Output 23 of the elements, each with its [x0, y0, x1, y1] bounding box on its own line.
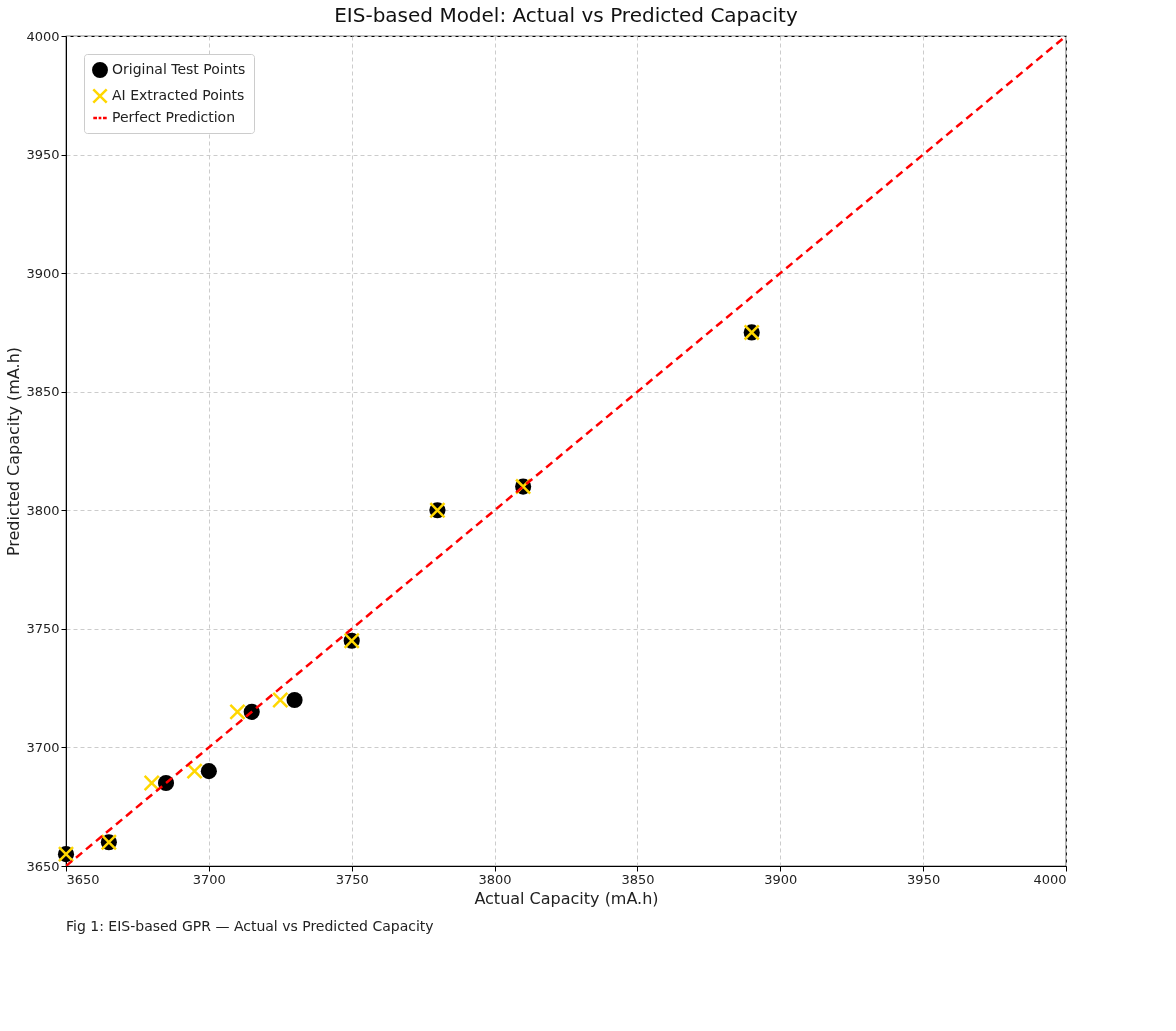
x-tick-label: 4000 [1033, 871, 1067, 887]
y-tick-label: 3850 [26, 384, 60, 400]
legend-label: AI Extracted Points [112, 87, 245, 103]
chart-title: EIS-based Model: Actual vs Predicted Capacity [334, 3, 798, 27]
x-tick-label: 3650 [66, 871, 100, 887]
y-tick-label: 3700 [26, 739, 60, 755]
x-tick-label: 3850 [621, 871, 655, 887]
legend-label: Perfect Prediction [112, 109, 236, 125]
x-tick-label: 3700 [192, 871, 226, 887]
y-tick-label: 3800 [26, 502, 60, 518]
legend-label: Original Test Points [112, 61, 246, 77]
x-tick-label: 3800 [478, 871, 512, 887]
y-axis-title: Predicted Capacity (mA.h) [4, 346, 24, 557]
caption: Fig 1: EIS-based GPR — Actual vs Predicted Capacity [66, 918, 434, 934]
x-tick-label: 3750 [335, 871, 369, 887]
y-tick-label: 3900 [26, 265, 60, 281]
y-tick-label: 3750 [26, 621, 60, 637]
y-tick-label: 4000 [26, 28, 60, 44]
x-axis-title: Actual Capacity (mA.h) [474, 888, 659, 908]
x-tick-label: 3950 [907, 871, 941, 887]
y-tick-label: 3650 [26, 858, 60, 874]
y-tick-label: 3950 [26, 147, 60, 163]
x-tick-label: 3900 [764, 871, 798, 887]
